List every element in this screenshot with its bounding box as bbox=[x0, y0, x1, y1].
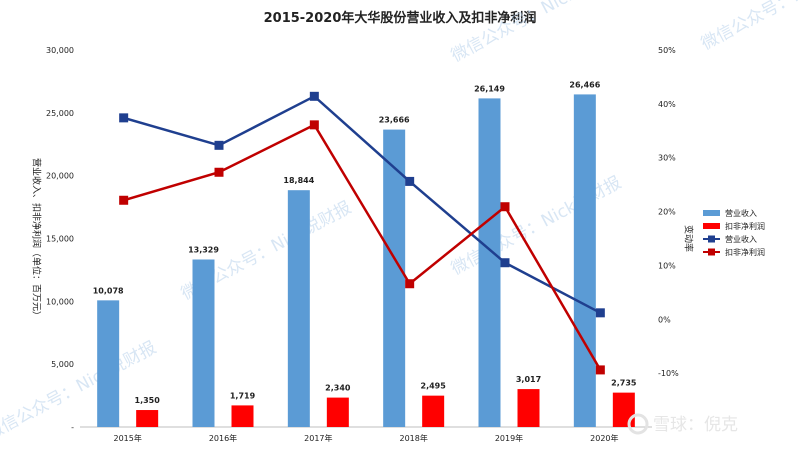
legend-swatch-bar bbox=[703, 210, 720, 216]
right-axis-title: 变动率 bbox=[683, 225, 695, 252]
revenue-bar bbox=[573, 94, 596, 428]
net-profit-bar-label: 1,350 bbox=[135, 396, 161, 405]
left-axis-tick-label: 15,000 bbox=[46, 235, 74, 244]
watermark-text: 微信公众号：Nick说财报 bbox=[698, 0, 800, 54]
revenue-change-point bbox=[119, 113, 129, 123]
legend-label: 营业收入 bbox=[725, 208, 757, 218]
data-labels: 10,078 13,329 18,844 23,666 26,149 26,466 1,35… bbox=[93, 80, 637, 405]
revenue-change-line bbox=[123, 94, 601, 314]
legend-label: 营业收入 bbox=[725, 234, 757, 244]
net-profit-change-point bbox=[500, 202, 510, 212]
revenue-change-point bbox=[405, 176, 415, 186]
revenue-bar-label: 18,844 bbox=[283, 176, 314, 185]
right-axis-tick-label: 0% bbox=[658, 315, 671, 324]
right-axis-tick-label: 20% bbox=[658, 208, 676, 217]
revenue-change-point bbox=[595, 308, 605, 318]
net-profit-bar bbox=[231, 405, 254, 427]
net-profit-change-point bbox=[309, 120, 319, 130]
left-axis-ticks: - 5,000 10,000 15,000 20,000 25,000 30,000 bbox=[46, 46, 74, 432]
watermark-text: 微信公众号：Nick说财报 bbox=[0, 338, 160, 445]
legend-swatch-marker bbox=[708, 248, 715, 256]
net-profit-change-point bbox=[405, 279, 415, 289]
line-series bbox=[119, 91, 605, 375]
net-profit-change-point bbox=[119, 195, 129, 205]
logo: 雪球：倪克 bbox=[627, 413, 738, 435]
net-profit-change-point bbox=[595, 365, 605, 375]
left-axis-tick-label: 10,000 bbox=[46, 297, 74, 306]
net-profit-bar-label: 2,495 bbox=[421, 382, 447, 391]
legend-label: 扣非净利润 bbox=[725, 221, 765, 231]
legend-swatch-marker bbox=[708, 235, 715, 243]
net-profit-bar-label: 1,719 bbox=[230, 391, 256, 400]
revenue-bar-label: 23,666 bbox=[379, 116, 410, 125]
watermark-text: 微信公众号：Nick说财报 bbox=[448, 0, 625, 66]
net-profit-bar bbox=[517, 389, 540, 427]
x-axis-tick-label: 2018年 bbox=[399, 433, 427, 443]
net-profit-bar-label: 3,017 bbox=[516, 375, 541, 384]
x-axis-tick-label: 2015年 bbox=[113, 433, 141, 443]
revenue-bar bbox=[97, 300, 120, 427]
revenue-bar-label: 13,329 bbox=[188, 245, 219, 254]
right-axis-tick-label: 50% bbox=[658, 46, 676, 55]
revenue-bar bbox=[478, 98, 501, 428]
snowball-logo-icon bbox=[627, 413, 649, 435]
right-axis-tick-label: 40% bbox=[658, 100, 676, 109]
net-profit-bar bbox=[612, 392, 635, 427]
chart-title: 2015-2020年大华股份营业收入及扣非净利润 bbox=[264, 10, 537, 26]
bar-series bbox=[97, 94, 635, 428]
left-axis-tick-label: 25,000 bbox=[46, 109, 74, 118]
left-axis-tick-label: 30,000 bbox=[46, 46, 74, 55]
revenue-change-point bbox=[214, 140, 224, 150]
left-axis-tick-label: - bbox=[71, 423, 74, 432]
net-profit-bar-label: 2,735 bbox=[611, 379, 637, 388]
net-profit-bar bbox=[422, 395, 445, 427]
net-profit-bar bbox=[136, 410, 159, 427]
watermark-text: 微信公众号：Nick说财报 bbox=[448, 173, 625, 280]
net-profit-change-point bbox=[214, 167, 224, 177]
logo-text: 雪球：倪克 bbox=[653, 415, 738, 435]
revenue-bar-label: 26,466 bbox=[569, 80, 600, 89]
left-axis-tick-label: 5,000 bbox=[51, 360, 74, 369]
revenue-bar bbox=[383, 129, 406, 427]
revenue-bar bbox=[192, 259, 215, 427]
right-axis-tick-label: 10% bbox=[658, 261, 676, 270]
revenue-bar-label: 26,149 bbox=[474, 84, 505, 93]
x-axis-ticks: 2015年 2016年 2017年 2018年 2019年 2020年 bbox=[113, 433, 618, 443]
x-axis-tick-label: 2016年 bbox=[209, 433, 237, 443]
net-profit-bar bbox=[326, 397, 349, 427]
revenue-bar-label: 10,078 bbox=[93, 286, 124, 295]
x-axis-tick-label: 2020年 bbox=[590, 433, 618, 443]
right-axis-tick-label: 30% bbox=[658, 154, 676, 163]
right-axis-tick-label: -10% bbox=[658, 369, 679, 378]
x-axis-tick-label: 2017年 bbox=[304, 433, 332, 443]
left-axis-title: 营业收入、扣非净利润（单位：百万元） bbox=[31, 158, 43, 320]
revenue-bar bbox=[287, 190, 310, 427]
net-profit-change-line bbox=[123, 123, 602, 371]
x-axis-tick-label: 2019年 bbox=[495, 433, 523, 443]
right-axis-ticks: -10% 0% 10% 20% 30% 40% 50% bbox=[658, 46, 679, 378]
left-axis-tick-label: 20,000 bbox=[46, 172, 74, 181]
revenue-change-point bbox=[309, 91, 319, 101]
revenue-change-point bbox=[500, 258, 510, 268]
legend-swatch-bar bbox=[703, 223, 720, 229]
net-profit-bar-label: 2,340 bbox=[325, 384, 351, 393]
legend-label: 扣非净利润 bbox=[725, 247, 765, 257]
